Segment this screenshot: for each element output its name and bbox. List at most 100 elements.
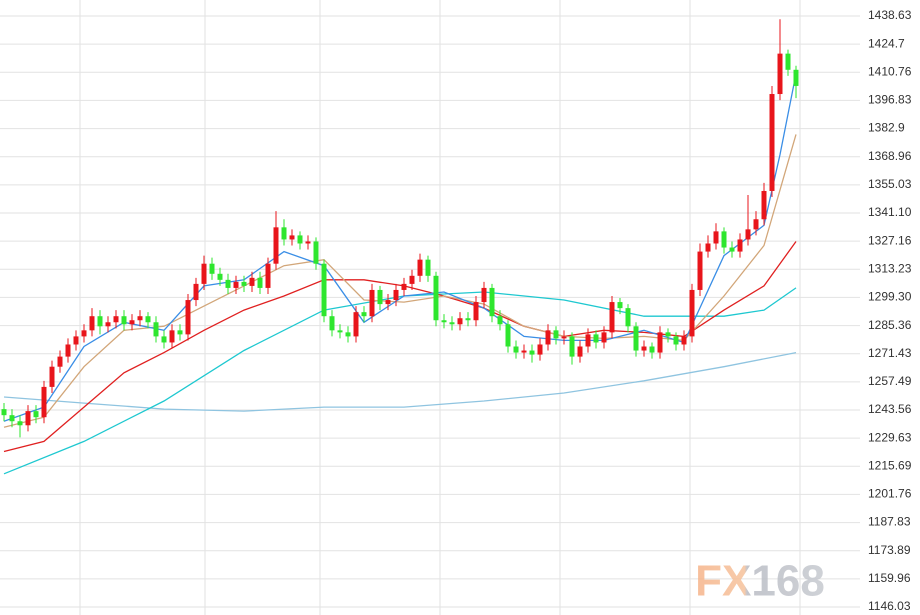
candle-body xyxy=(697,251,703,290)
y-tick-label: 1257.49 xyxy=(868,374,912,388)
candle-body xyxy=(537,344,543,355)
candle-body xyxy=(249,277,255,286)
candle-body xyxy=(281,227,287,240)
ma-line xyxy=(3,351,797,412)
y-tick-label: 1243.56 xyxy=(868,402,912,416)
candle-body xyxy=(209,263,215,274)
candle-body xyxy=(649,346,655,353)
ma-line xyxy=(3,134,797,428)
candle-body xyxy=(153,322,159,337)
candle-body xyxy=(617,302,623,309)
y-tick-label: 1173.89 xyxy=(868,543,911,557)
candle-body xyxy=(1,409,7,416)
ma-line xyxy=(3,241,797,453)
candle-body xyxy=(545,330,551,345)
candle-body xyxy=(225,279,231,288)
candle-body xyxy=(409,275,415,284)
candle-body xyxy=(305,241,311,244)
candle-body xyxy=(217,273,223,280)
candle-body xyxy=(97,316,103,327)
candle-body xyxy=(233,281,239,288)
y-tick-label: 1410.76 xyxy=(868,64,912,78)
candle-body xyxy=(561,336,567,339)
candle-body xyxy=(369,289,375,317)
candle-body xyxy=(449,322,455,325)
candle-body xyxy=(265,263,271,288)
y-tick-label: 1382.9 xyxy=(868,121,905,135)
candle-body xyxy=(457,318,463,325)
candle-body xyxy=(721,231,727,248)
candle-body xyxy=(121,316,127,325)
candle-body xyxy=(529,350,535,355)
candle-body xyxy=(169,330,175,343)
candle-body xyxy=(177,330,183,335)
y-tick-label: 1229.63 xyxy=(868,430,912,444)
candle-body xyxy=(593,334,599,343)
y-tick-label: 1313.23 xyxy=(868,261,912,275)
candle-body xyxy=(129,320,135,325)
candle-body xyxy=(73,336,79,345)
candle-body xyxy=(745,229,751,240)
candle-body xyxy=(569,336,575,357)
y-tick-label: 1201.76 xyxy=(868,487,912,501)
candle-body xyxy=(289,235,295,240)
candle-body xyxy=(321,263,327,317)
candle-body xyxy=(777,53,783,95)
candle-body xyxy=(297,235,303,244)
candle-body xyxy=(761,190,767,220)
candle-body xyxy=(785,53,791,70)
y-tick-label: 1271.43 xyxy=(868,346,912,360)
candle-body xyxy=(185,300,191,335)
watermark: FX168 xyxy=(695,557,825,606)
candle-body xyxy=(729,247,735,252)
candle-body xyxy=(393,289,399,301)
y-tick-label: 1285.36 xyxy=(868,318,912,332)
candle-body xyxy=(601,332,607,343)
y-tick-label: 1438.63 xyxy=(868,8,912,22)
candle-body xyxy=(633,326,639,351)
y-tick-label: 1424.7 xyxy=(868,36,905,50)
candle-body xyxy=(385,300,391,305)
y-tick-label: 1187.83 xyxy=(868,515,911,529)
candle-body xyxy=(657,332,663,353)
ma-line xyxy=(3,287,797,475)
candle-body xyxy=(793,69,799,86)
candle-body xyxy=(41,386,47,418)
y-tick-label: 1341.10 xyxy=(868,205,912,219)
candle-body xyxy=(577,346,583,357)
candle-body xyxy=(465,318,471,321)
candle-body xyxy=(273,227,279,264)
candle-body xyxy=(89,316,95,331)
candle-body xyxy=(201,263,207,284)
candle-body xyxy=(345,332,351,337)
candle-body xyxy=(737,239,743,252)
candle-body xyxy=(17,421,23,426)
candle-body xyxy=(513,346,519,353)
ma-line xyxy=(3,73,797,422)
candle-body xyxy=(105,322,111,327)
candle-body xyxy=(145,316,151,323)
candle-body xyxy=(553,330,559,339)
candle-body xyxy=(665,332,671,337)
candle-body xyxy=(497,316,503,325)
candle-body xyxy=(689,289,695,337)
candle-body xyxy=(25,411,31,426)
candle-body xyxy=(425,259,431,276)
candle-body xyxy=(241,281,247,286)
candle-body xyxy=(9,415,15,422)
candle-body xyxy=(681,336,687,345)
candle-body xyxy=(641,346,647,351)
candle-body xyxy=(609,302,615,333)
candle-body xyxy=(361,312,367,317)
candle-body xyxy=(441,320,447,323)
candle-body xyxy=(705,243,711,252)
y-tick-label: 1327.16 xyxy=(868,233,912,247)
candle-body xyxy=(49,366,55,387)
candle-body xyxy=(401,283,407,290)
candle-body xyxy=(713,231,719,244)
candle-body xyxy=(193,283,199,301)
candle-body xyxy=(481,287,487,303)
candle-body xyxy=(433,275,439,321)
candle-body xyxy=(65,344,71,357)
